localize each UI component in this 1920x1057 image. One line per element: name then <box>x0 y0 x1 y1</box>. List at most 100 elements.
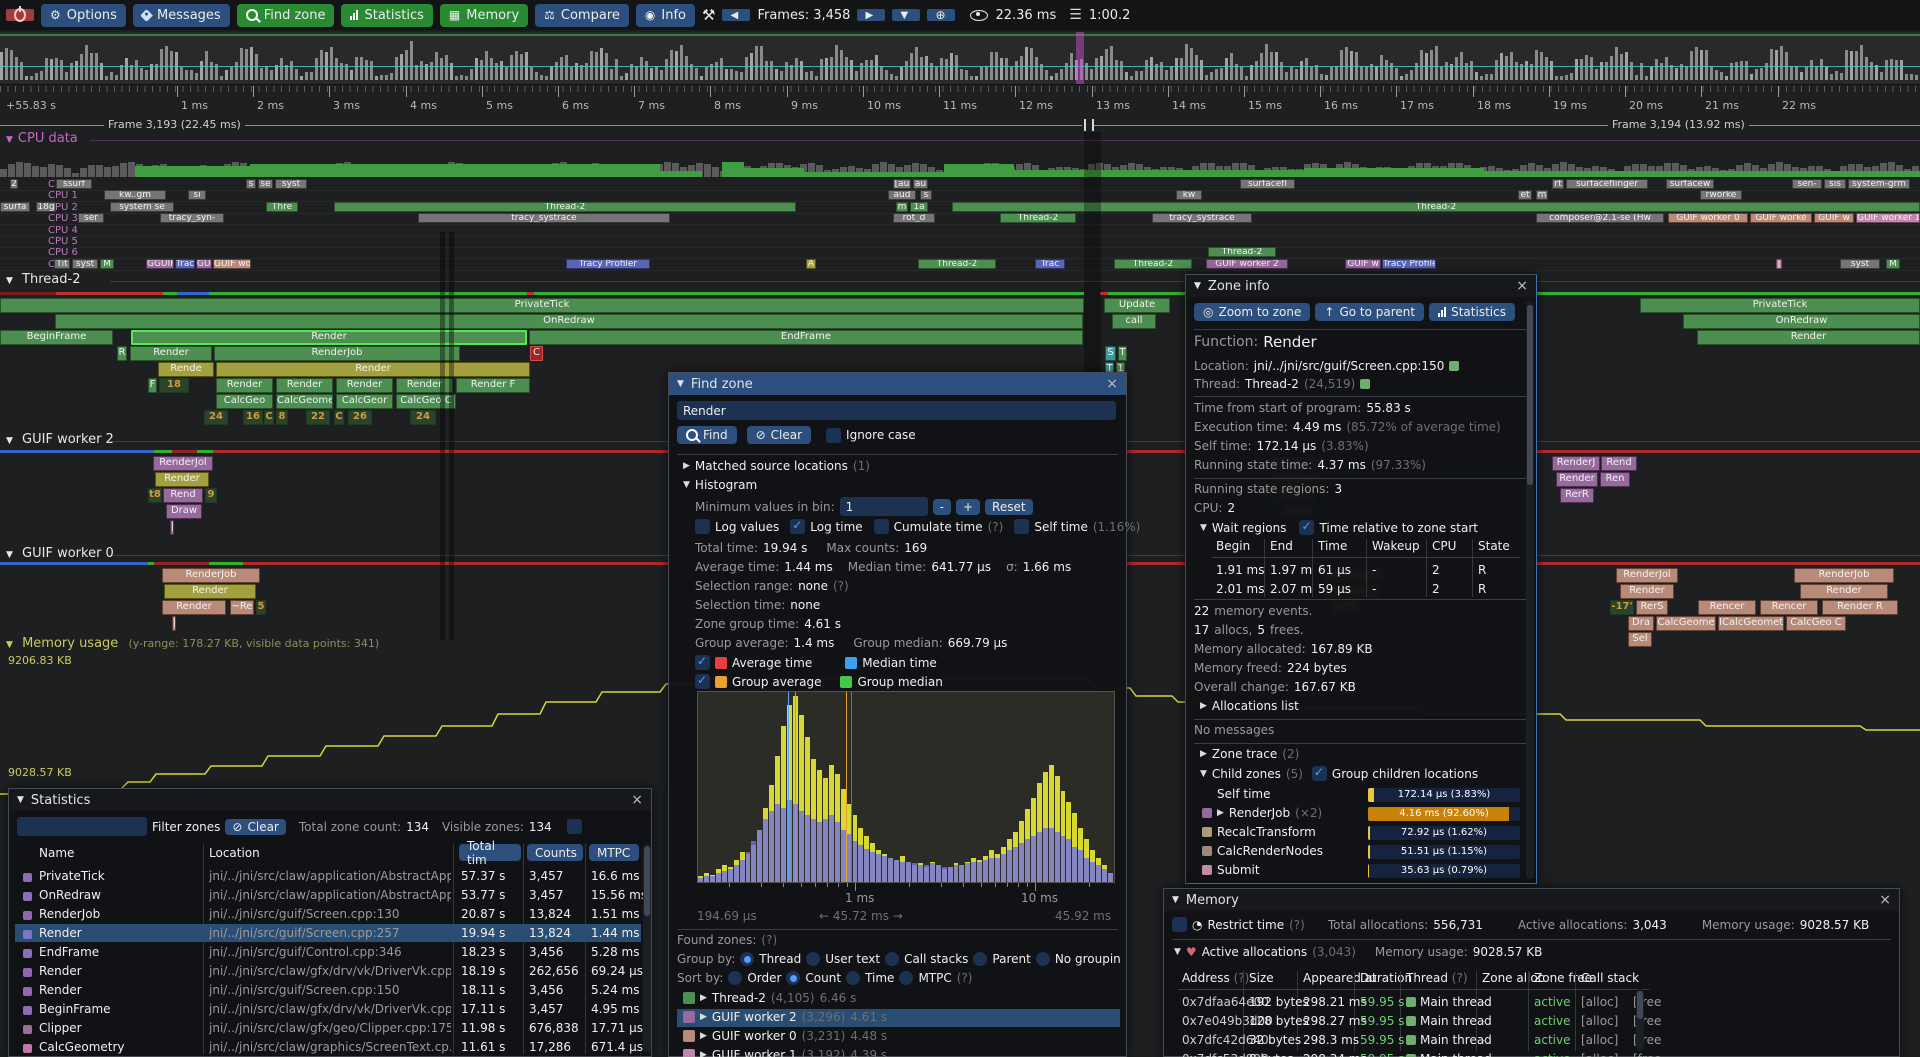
zone-chip[interactable]: F <box>148 378 157 393</box>
zone-chip[interactable]: S <box>1105 346 1116 361</box>
memory-button[interactable]: ▦ Memory <box>439 3 529 27</box>
cpu-zone-chip[interactable]: syst <box>1840 258 1880 269</box>
sort-mtpc-button[interactable]: MTPC <box>589 844 639 861</box>
alloc-callstack[interactable]: [alloc] <box>1581 1014 1619 1028</box>
alloc-address[interactable]: 0x7dfaa64e00 <box>1182 995 1269 1009</box>
wait-regions-row[interactable]: ▼ Wait regions Time relative to zone sta… <box>1200 520 1478 535</box>
cpu-zone-chip[interactable]: GUIF wor <box>213 258 251 269</box>
wait-column-header[interactable]: Wakeup <box>1372 539 1420 553</box>
zone-chip[interactable]: OnRedraw <box>1683 314 1920 329</box>
thread-header[interactable]: ▼ GUIF worker 0 <box>6 546 114 561</box>
source-location[interactable]: jni/../jni/src/guif/Screen.cpp:150 <box>1253 359 1445 373</box>
cpu-zone-chip[interactable]: rot_d <box>893 213 935 224</box>
memory-column-header[interactable]: Duration <box>1360 971 1413 985</box>
cpu-zone-chip[interactable]: Tracy Profiler <box>566 258 650 269</box>
alloc-appeared[interactable]: 298.34 ms <box>1303 1052 1367 1057</box>
messages-button[interactable]: Messages <box>132 3 230 27</box>
sort-counts-button[interactable]: Counts <box>527 844 583 861</box>
zone-chip[interactable]: Render <box>162 600 226 615</box>
cpu-zone-chip[interactable]: GUIF w <box>1345 258 1381 269</box>
zone-chip[interactable]: Render <box>1800 584 1888 599</box>
frame-markers-row[interactable]: Frame 3,193 (22.45 ms) Frame 3,194 (13.9… <box>0 118 1920 132</box>
cpu-zone-chip[interactable]: rt <box>1552 179 1564 189</box>
zone-chip[interactable]: OnRedraw <box>55 314 1083 329</box>
close-icon[interactable]: × <box>1516 278 1528 294</box>
alloc-appeared[interactable]: 298.21 ms <box>1303 995 1367 1009</box>
cpu-zone-chip[interactable]: system se <box>110 201 174 212</box>
zone-chip[interactable]: Draw <box>166 504 202 519</box>
zone-chip[interactable]: call <box>1112 314 1156 329</box>
cpu-zone-chip[interactable]: m <box>1536 190 1548 201</box>
radio-order[interactable] <box>728 971 743 985</box>
cpu-zone-chip[interactable]: GUIF w <box>1814 213 1854 224</box>
zone-chip[interactable]: Render <box>276 378 333 393</box>
zone-chip[interactable]: T <box>1118 346 1127 361</box>
zone-time-histogram[interactable] <box>697 691 1115 883</box>
log-values-checkbox[interactable] <box>695 519 710 534</box>
radio-call-stacks[interactable] <box>885 952 900 966</box>
cpu-zone-chip[interactable]: s <box>920 190 932 201</box>
wait-column-header[interactable]: CPU <box>1432 539 1457 553</box>
limit-range-checkbox[interactable] <box>566 819 582 834</box>
zone-chip[interactable]: Render <box>1697 330 1920 345</box>
zone-chip[interactable]: Rende <box>158 362 214 377</box>
zone-chip[interactable]: RerS <box>1636 600 1668 615</box>
zone-group-row[interactable]: ▶ Thread-2 (4,105) 6.46 s <box>683 991 856 1005</box>
cpu-zone-chip[interactable]: m <box>896 201 908 212</box>
zone-chip[interactable]: 26 <box>348 410 372 425</box>
zone-chip[interactable]: RenderJob <box>214 346 460 361</box>
table-row[interactable]: Render jni/../jni/src/claw/gfx/drv/vk/Dri… <box>9 962 643 980</box>
zone-chip[interactable]: EndFrame <box>529 330 1083 345</box>
cpu-zone-chip[interactable]: si <box>188 190 206 201</box>
prev-frame-button[interactable]: ◀ <box>722 9 751 21</box>
cpu-data-header[interactable]: ▼ CPU data <box>6 131 78 146</box>
log-time-checkbox[interactable] <box>790 519 806 534</box>
thread-color-swatch[interactable] <box>1360 379 1371 389</box>
next-frame-button[interactable]: ▶ <box>857 9 886 21</box>
cpu-zone-chip[interactable]: Thread-2 <box>1000 213 1076 224</box>
zone-chip[interactable]: RenderJ <box>1552 456 1600 471</box>
frame-label-3193[interactable]: Frame 3,193 (22.45 ms) <box>104 118 245 131</box>
zone-trace-row[interactable]: ▶ Zone trace (2) <box>1200 747 1300 761</box>
cpu-zone-chip[interactable]: GUIF worke <box>1750 213 1812 224</box>
wait-column-header[interactable]: State <box>1478 539 1510 553</box>
allocation-row[interactable]: 0x7e049b3d00 128 bytes 298.27 ms 59.95 s Mai… <box>1164 1014 1661 1032</box>
zone-chip[interactable]: CalcGeo C <box>1786 616 1846 631</box>
cpu-zone-chip[interactable]: rworke <box>1700 190 1742 201</box>
cpu-zone-chip[interactable]: GUIF worker 1 <box>1856 213 1920 224</box>
cpu-zone-chip[interactable]: GUIF worker 0 <box>1668 213 1748 224</box>
zone-chip[interactable]: PrivateTick <box>1640 298 1920 313</box>
memory-column-header[interactable]: Appeared at <box>1303 971 1377 985</box>
time-ruler[interactable]: 1 ms 2 ms 3 ms 4 ms 5 ms 6 ms 7 ms 8 ms 9 ms 10 m… <box>0 86 1920 118</box>
clear-button[interactable]: ⊘ Clear <box>746 426 812 444</box>
cpu-zone-chip[interactable]: se <box>258 179 273 189</box>
info-button[interactable]: ◉ Info <box>635 3 695 27</box>
cpu-zone-chip[interactable]: ser <box>78 213 104 224</box>
cpu-zone-chip[interactable]: GUIF worker 2 <box>1206 258 1288 269</box>
close-icon[interactable]: × <box>1879 892 1891 908</box>
radio-user-text[interactable] <box>806 952 821 966</box>
zone-chip[interactable]: Render <box>216 362 530 377</box>
alloc-address[interactable]: 0x7dfc42d640 <box>1182 1033 1269 1047</box>
cpu-zone-chip[interactable]: GGUIF <box>146 258 174 269</box>
matched-locations-row[interactable]: ▶ Matched source locations (1) <box>683 459 870 473</box>
cpu-zone-chip[interactable]: sen- <box>1792 179 1822 189</box>
zone-chip[interactable]: RenderJob <box>1794 568 1894 583</box>
cpu-zone-chip[interactable]: kw <box>1176 190 1202 201</box>
memory-column-header[interactable]: Call stack <box>1581 971 1640 985</box>
compare-button[interactable]: ⚖ Compare <box>535 3 629 27</box>
close-icon[interactable]: × <box>1106 376 1118 392</box>
cpu-zone-chip[interactable]: Trac <box>1035 258 1065 269</box>
memory-table-scrollbar[interactable] <box>1636 989 1644 1051</box>
zone-chip[interactable]: Rencer <box>1698 600 1756 615</box>
zone-chip[interactable]: RerR <box>1560 488 1594 503</box>
cpu-zone-chip[interactable]: s <box>246 179 256 189</box>
zone-group-row[interactable]: ▶ GUIF worker 1 (3,192) 4.39 s <box>683 1048 887 1057</box>
table-row[interactable]: EndFrame jni/../jni/src/guif/Control.cpp:… <box>9 943 643 961</box>
active-allocations-row[interactable]: ▼ ♥ Active allocations (3,043) Memory usa… <box>1174 945 1543 959</box>
zone-chip[interactable]: 24 <box>204 410 228 425</box>
cpu-zone-chip[interactable]: | <box>1776 258 1782 269</box>
memory-column-header[interactable]: Address (?) <box>1182 971 1250 985</box>
cpu-zone-chip[interactable]: surfacefl <box>1240 179 1295 189</box>
